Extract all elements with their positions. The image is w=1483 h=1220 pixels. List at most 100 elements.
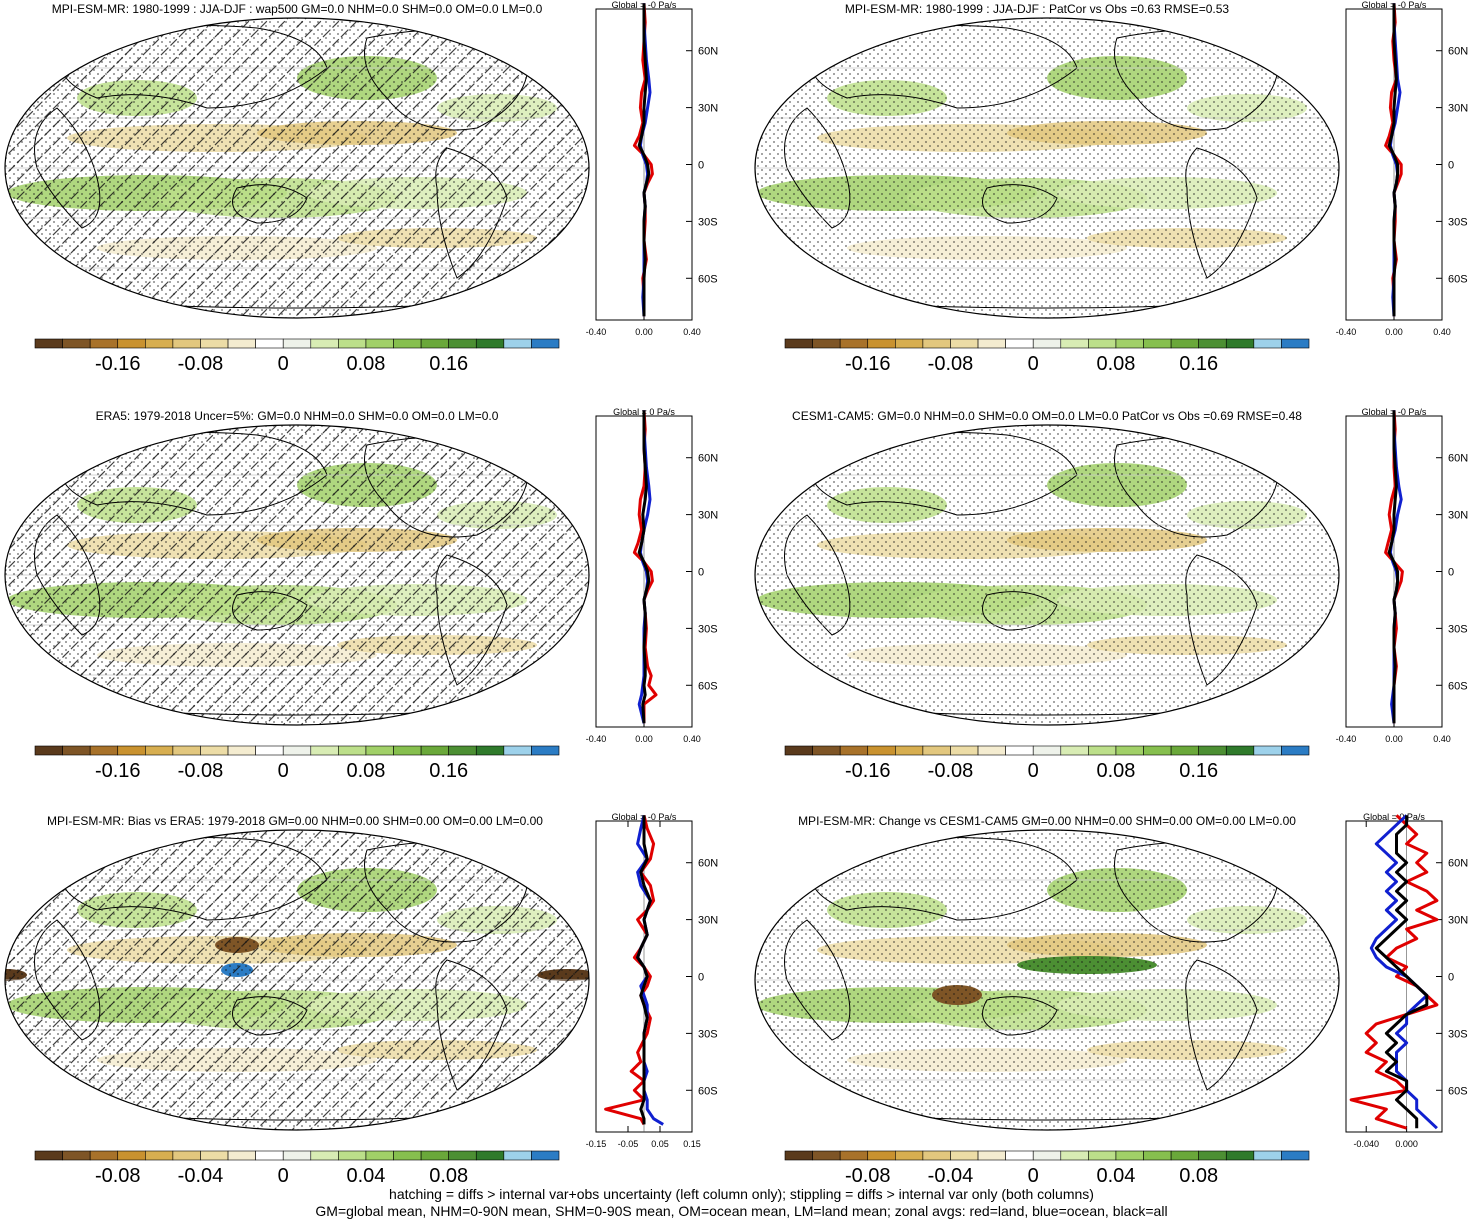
map-area <box>755 425 1339 725</box>
colorbar-box <box>365 1150 394 1161</box>
colorbar-tick-label: 0 <box>1028 1165 1039 1187</box>
colorbar-box <box>62 1150 91 1161</box>
colorbar-box <box>1032 1150 1062 1161</box>
map-border <box>4 424 590 726</box>
zonal-series-line <box>1374 815 1429 1129</box>
zonal-xtick-label: 0.000 <box>1395 1139 1418 1149</box>
colorbar-box <box>1088 338 1117 349</box>
zonal-ytick-label: 0 <box>1448 160 1454 172</box>
zonal-xtick-label: -0.040 <box>1353 1139 1379 1149</box>
colorbar-box <box>420 338 449 349</box>
colorbar-box <box>1060 1150 1089 1161</box>
colorbar-box <box>1143 745 1172 756</box>
zonal-xtick-label: 0.40 <box>1433 734 1451 744</box>
colorbar-box <box>867 745 896 756</box>
colorbar-tick-label: -0.08 <box>928 760 974 782</box>
stipple-overlay <box>755 18 1339 318</box>
panel-2: MPI-ESM-MR: 1980-1999 : JJA-DJF : PatCor… <box>754 0 1468 375</box>
zonal-xtick-label: 0.00 <box>635 734 653 744</box>
colorbar-box <box>200 1150 229 1161</box>
colorbar-box <box>1225 1150 1255 1161</box>
zonal-xtick-label: -0.40 <box>586 734 607 744</box>
colorbar-box <box>227 745 256 756</box>
colorbar-box <box>1170 338 1199 349</box>
colorbar-box <box>200 745 229 756</box>
colorbar-box <box>1005 745 1034 756</box>
zonal-ytick-label: 30S <box>698 216 718 228</box>
colorbar-box <box>475 1150 505 1161</box>
colorbar-box <box>227 338 256 349</box>
colorbar-box <box>895 1150 924 1161</box>
zonal-series-line <box>1387 410 1400 724</box>
colorbar-box <box>255 745 284 756</box>
colorbar-box <box>172 745 201 756</box>
colorbar-tick-label: 0 <box>278 353 289 375</box>
map-area <box>5 830 589 1130</box>
colorbar-box <box>1198 338 1227 349</box>
colorbar-tick-label: 0.16 <box>1179 353 1218 375</box>
zonal-ytick-label: 30S <box>1448 216 1468 228</box>
colorbar-box <box>812 338 841 349</box>
zonal-xtick-label: 0.05 <box>651 1139 669 1149</box>
colorbar-box <box>812 1150 841 1161</box>
colorbar-tick-label: 0 <box>278 760 289 782</box>
zonal-ytick-label: 60N <box>698 46 718 58</box>
colorbar-box <box>784 338 813 349</box>
colorbar-tick-label: 0 <box>1028 353 1039 375</box>
colorbar-box <box>1225 745 1255 756</box>
zonal-ytick-label: 60N <box>1448 858 1468 870</box>
colorbar-box <box>310 338 339 349</box>
map-border <box>754 829 1340 1131</box>
hatch-overlay <box>5 425 589 725</box>
zonal-ytick-label: 0 <box>1448 972 1454 984</box>
colorbar-box <box>145 338 174 349</box>
colorbar-box <box>1170 745 1199 756</box>
colorbar-box <box>448 1150 477 1161</box>
map-title: MPI-ESM-MR: Bias vs ERA5: 1979-2018 GM=0… <box>47 814 543 828</box>
colorbar-box <box>503 745 532 756</box>
zonal-xtick-label: 0.00 <box>1385 734 1403 744</box>
colorbar-tick-label: 0.16 <box>429 760 468 782</box>
colorbar-box <box>338 338 367 349</box>
colorbar-tick-label: 0.04 <box>346 1165 385 1187</box>
hatch-overlay <box>5 18 589 318</box>
colorbar-box <box>255 338 284 349</box>
colorbar-box <box>531 745 560 756</box>
colorbar-box <box>475 745 505 756</box>
zonal-ytick-label: 30S <box>698 1028 718 1040</box>
colorbar-box <box>922 1150 951 1161</box>
zonal-xtick-label: 0.00 <box>635 327 653 337</box>
zonal-ytick-label: 30S <box>1448 623 1468 635</box>
zonal-frame <box>1345 820 1443 1133</box>
colorbar-box <box>89 338 119 349</box>
colorbar-box <box>227 1150 256 1161</box>
colorbar-box <box>1281 1150 1310 1161</box>
zonal-ytick-label: 60N <box>698 858 718 870</box>
stipple-overlay <box>755 830 1339 1130</box>
zonal-ytick-label: 60N <box>698 453 718 465</box>
zonal-xtick-label: 0.15 <box>683 1139 701 1149</box>
colorbar-box <box>393 338 422 349</box>
zonal-ytick-label: 0 <box>698 160 704 172</box>
zonal-ytick-label: 60S <box>698 1085 718 1097</box>
colorbar-box <box>145 745 174 756</box>
zonal-title: Global = 0 Pa/s <box>1363 812 1425 822</box>
colorbar-box <box>310 745 339 756</box>
zonal-series-line <box>636 815 652 1125</box>
zonal-ytick-label: 30N <box>698 510 718 522</box>
colorbar-tick-label: -0.08 <box>95 1165 141 1187</box>
colorbar-box <box>1005 1150 1034 1161</box>
zonal-ytick-label: 60S <box>698 273 718 285</box>
colorbar-box <box>62 338 91 349</box>
colorbar-tick-label: -0.08 <box>928 353 974 375</box>
zonal-ytick-label: 30S <box>698 623 718 635</box>
zonal-xtick-label: 0.40 <box>683 327 701 337</box>
colorbar-tick-label: 0 <box>1028 760 1039 782</box>
colorbar-box <box>1143 338 1172 349</box>
colorbar-box <box>839 338 869 349</box>
colorbar-box <box>1088 1150 1117 1161</box>
colorbar-box <box>1032 338 1062 349</box>
map-area <box>5 18 589 318</box>
colorbar-box <box>1281 338 1310 349</box>
colorbar-box <box>977 338 1006 349</box>
